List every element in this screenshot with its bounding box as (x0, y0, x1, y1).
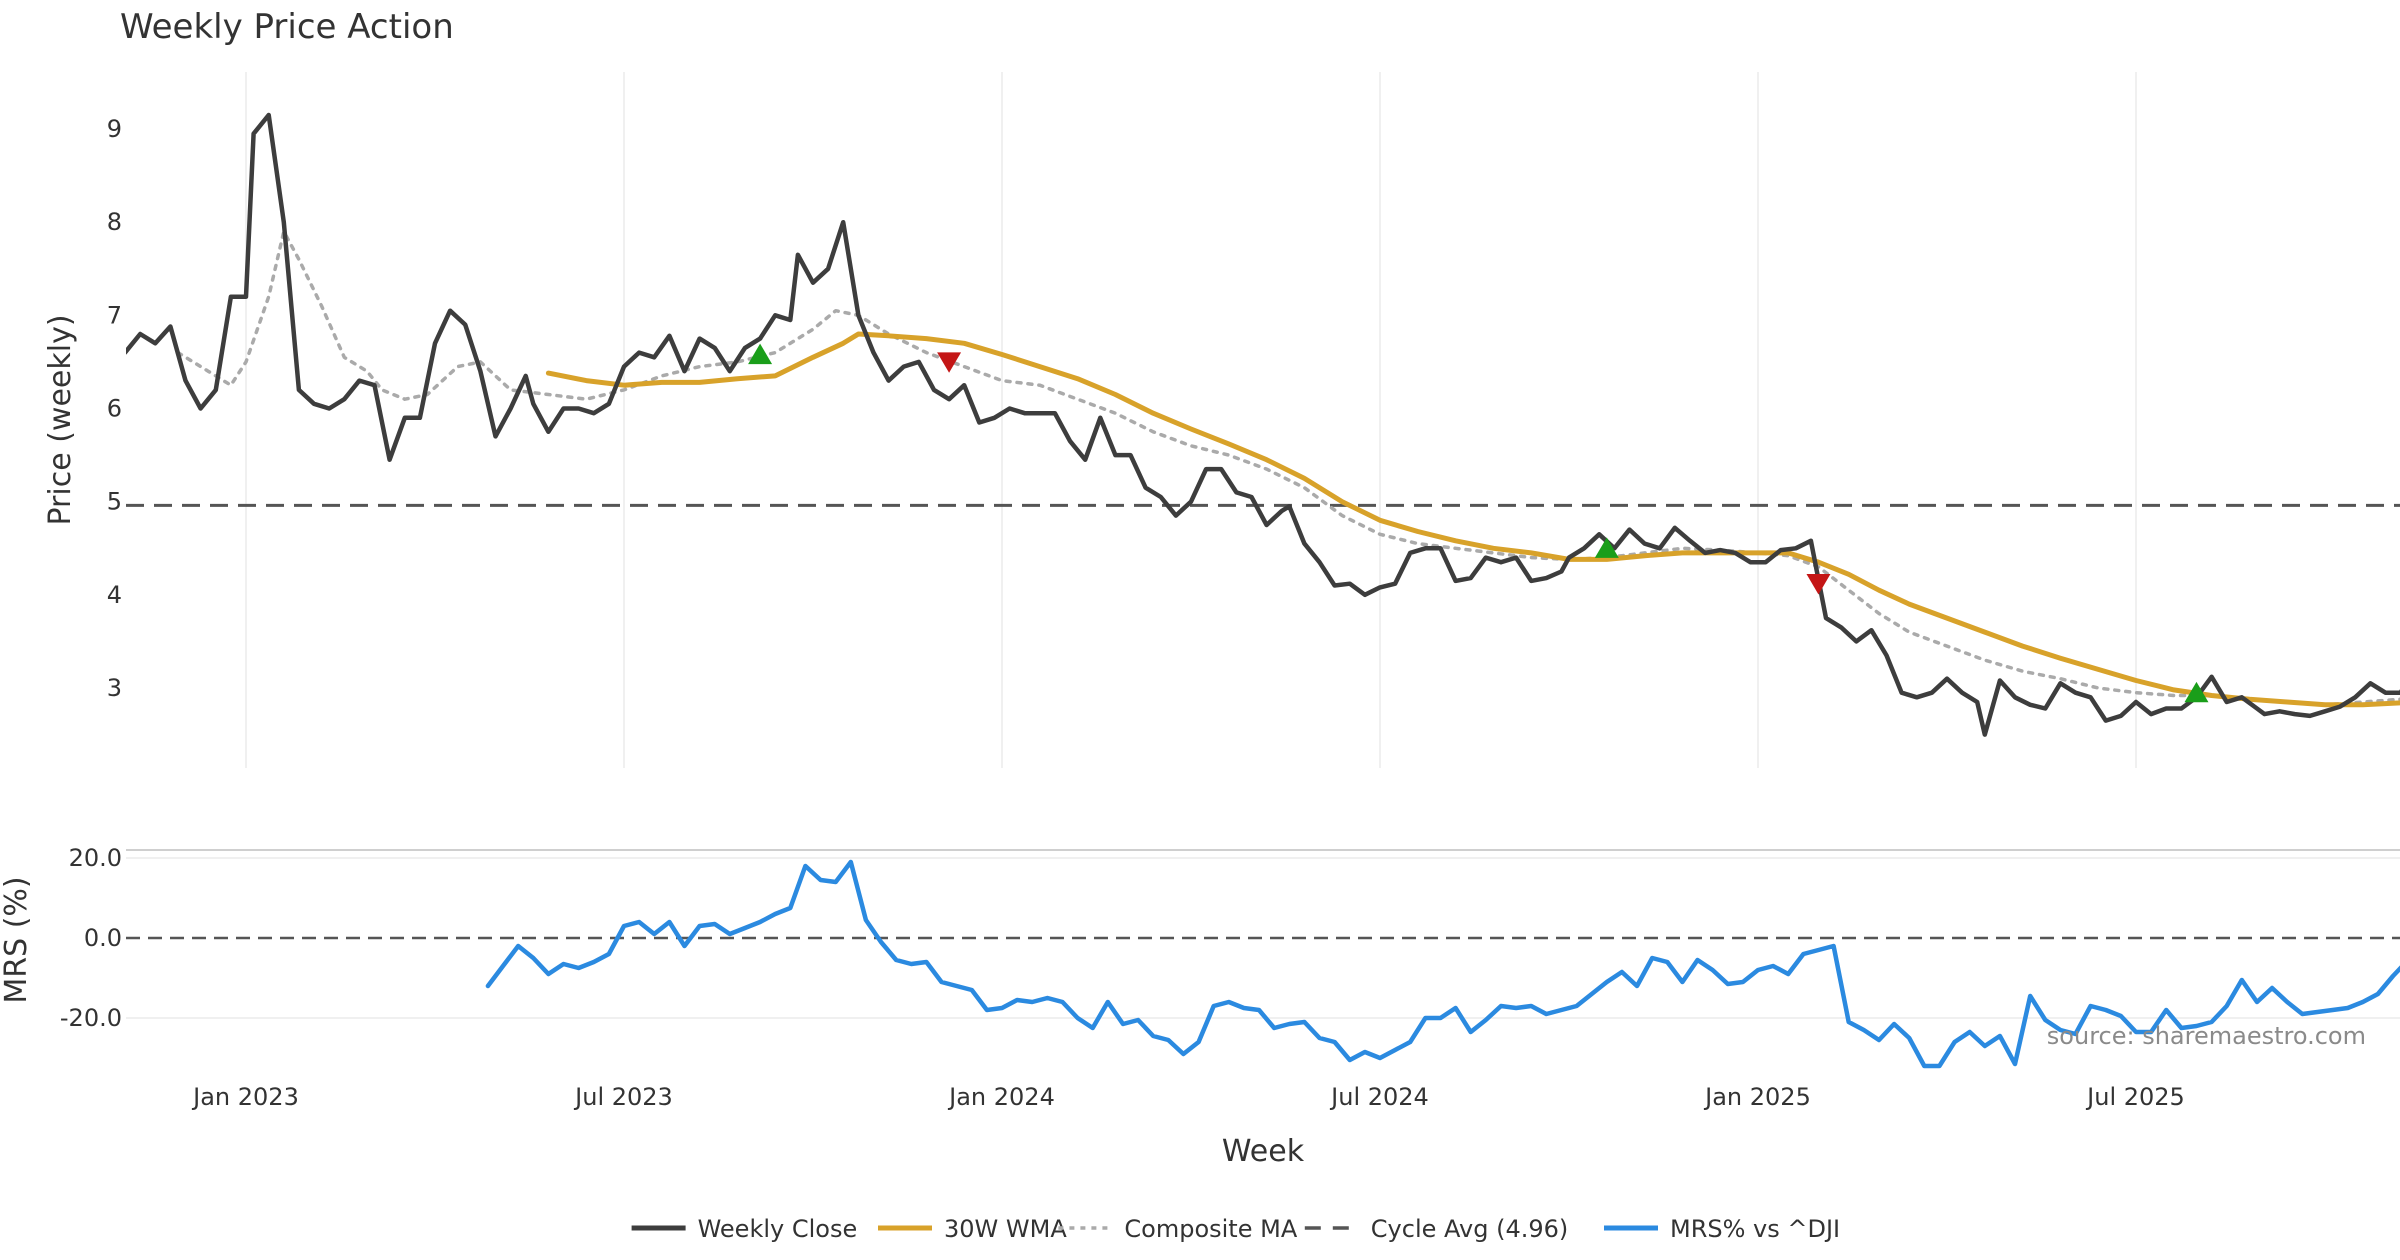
chart-title: Weekly Price Action (120, 7, 454, 47)
series-composite-ma (176, 229, 2400, 707)
price-y-tick-labels: 3 4 5 6 7 8 9 (107, 115, 122, 702)
price-y-tick-9: 9 (107, 115, 122, 143)
legend-item-mrs-vs-dji: MRS% vs ^DJI (1604, 1215, 1840, 1243)
x-tick-jul-2023: Jul 2023 (573, 1083, 673, 1111)
x-axis-label: Week (1222, 1134, 1305, 1169)
legend-label: Cycle Avg (4.96) (1371, 1215, 1568, 1243)
buy-signal-marker (2184, 681, 2209, 703)
mrs-y-tick-0-0: 0.0 (84, 924, 122, 952)
mrs-y-tick-20-0: 20.0 (69, 844, 122, 872)
mrs-series-group (485, 859, 2400, 1069)
legend: Weekly Close 30W WMA Composite MA Cycle Avg… (631, 1215, 1840, 1243)
signal-markers (748, 343, 2209, 703)
price-gridlines (245, 72, 2137, 768)
price-y-tick-3: 3 (107, 674, 122, 702)
legend-label: MRS% vs ^DJI (1670, 1215, 1840, 1243)
x-tick-jan-2025: Jan 2025 (1703, 1083, 1811, 1111)
price-y-tick-8: 8 (107, 208, 122, 236)
legend-item-30w-wma: 30W WMA (878, 1215, 1067, 1243)
x-tick-jul-2025: Jul 2025 (2085, 1083, 2185, 1111)
price-y-tick-6: 6 (107, 395, 122, 423)
x-tick-jan-2024: Jan 2024 (947, 1083, 1055, 1111)
series-30w-wma (545, 331, 2400, 708)
buy-signal-marker (1594, 537, 1619, 558)
x-tick-jul-2024: Jul 2024 (1329, 1083, 1429, 1111)
source-attribution: source: sharemaestro.com (2047, 1022, 2366, 1050)
mrs-y-axis-label: MRS (%) (0, 876, 34, 1003)
price-series-group (126, 112, 2400, 737)
x-tick-labels: Jan 2023 Jul 2023 Jan 2024 Jul 2024 Jan 2025… (191, 1083, 2185, 1111)
sell-signal-marker (937, 352, 962, 373)
mrs-y-tick-20-0: -20.0 (60, 1004, 122, 1032)
legend-item-weekly-close: Weekly Close (631, 1215, 858, 1243)
price-y-tick-5: 5 (107, 488, 122, 516)
mrs-y-tick-labels: 20.0 0.0 -20.0 (60, 844, 122, 1032)
legend-item-composite-ma: Composite MA (1058, 1215, 1298, 1243)
price-y-axis-label: Price (weekly) (43, 314, 78, 525)
sell-signal-marker (1806, 574, 1831, 595)
buy-signal-marker (748, 343, 773, 365)
x-tick-jan-2023: Jan 2023 (191, 1083, 299, 1111)
legend-label: Weekly Close (698, 1215, 858, 1243)
series-weekly-close (126, 112, 2400, 737)
series-mrs (485, 859, 2400, 1069)
price-y-tick-7: 7 (107, 301, 122, 329)
legend-item-cycle-avg-4-96: Cycle Avg (4.96) (1304, 1215, 1568, 1243)
price-y-tick-4: 4 (107, 581, 122, 609)
legend-label: 30W WMA (944, 1215, 1067, 1243)
legend-label: Composite MA (1124, 1215, 1297, 1243)
